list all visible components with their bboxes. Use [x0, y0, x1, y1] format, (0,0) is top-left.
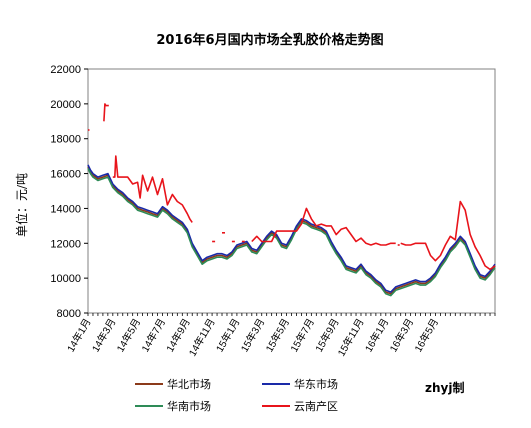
x-tick-label: 15年3月 [238, 316, 268, 354]
plot-series [87, 103, 496, 297]
legend-label: 华东市场 [294, 377, 338, 391]
x-tick-label: 15年9月 [312, 316, 342, 354]
y-tick-label: 18000 [50, 134, 81, 146]
legend-item: 华北市场 [135, 377, 211, 391]
x-tick-label: 14年5月 [114, 316, 144, 354]
x-tick-label: 16年5月 [411, 316, 441, 354]
x-tick-label: 15年5月 [263, 316, 293, 354]
legend-label: 云南产区 [294, 399, 338, 413]
y-axis-label: 单位：元/吨 [14, 173, 29, 237]
y-tick-label: 22000 [50, 64, 81, 76]
legend-item: 华东市场 [262, 377, 338, 391]
legend-label: 华北市场 [167, 377, 211, 391]
x-tick-label: 16年1月 [362, 316, 392, 354]
chart-title: 2016年6月国内市场全乳胶价格走势图 [156, 32, 383, 48]
y-tick-label: 8000 [57, 308, 81, 320]
x-tick-label: 16年3月 [387, 316, 417, 354]
series-line [103, 103, 109, 122]
x-ticks: 14年1月14年3月14年5月14年7月14年9月14年11月15年1月15年3… [64, 313, 496, 358]
x-tick-label: 14年9月 [163, 316, 193, 354]
y-tick-label: 10000 [50, 273, 81, 285]
legend-label: 华南市场 [167, 399, 211, 413]
series-3 [88, 103, 496, 271]
series-line [87, 164, 496, 293]
x-tick-label: 14年3月 [89, 316, 119, 354]
legend-item: 华南市场 [135, 399, 211, 413]
y-tick-label: 16000 [50, 169, 81, 181]
legend-item: 云南产区 [262, 399, 338, 413]
series-1 [87, 164, 496, 293]
y-tick-label: 12000 [50, 238, 81, 250]
x-tick-label: 15年1月 [213, 316, 243, 354]
y-tick-label: 14000 [50, 203, 81, 215]
series-line [87, 166, 496, 295]
credit-label: zhyj制 [425, 380, 464, 395]
series-0 [87, 166, 496, 295]
y-tick-label: 20000 [50, 99, 81, 111]
x-tick-label: 15年7月 [287, 316, 317, 354]
y-ticks: 8000 10000 12000 14000 16000 18000 20000 22000 [50, 64, 88, 320]
series-2 [87, 167, 496, 297]
series-line [112, 155, 193, 223]
x-tick-label: 14年7月 [138, 316, 168, 354]
x-tick-label: 14年1月 [64, 316, 94, 354]
series-line [87, 167, 496, 297]
series-line [400, 200, 496, 271]
series-line [251, 207, 396, 246]
